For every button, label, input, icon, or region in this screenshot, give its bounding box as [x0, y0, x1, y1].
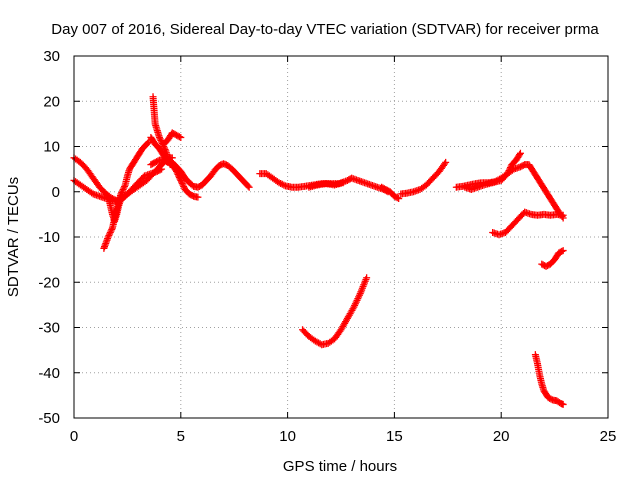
data-point: [516, 151, 524, 159]
data-point: [280, 181, 288, 189]
data-point: [559, 400, 567, 408]
data-point: [506, 165, 514, 173]
data-point: [107, 227, 115, 235]
data-point: [144, 139, 152, 147]
series-13: [397, 158, 450, 198]
series-12: [378, 183, 403, 203]
y-tick-label: 30: [43, 48, 60, 65]
series-7: [160, 129, 185, 148]
data-point: [117, 190, 125, 198]
data-point: [245, 183, 253, 191]
data-point: [178, 178, 186, 186]
data-point: [505, 167, 513, 175]
data-point: [119, 185, 127, 193]
data-point: [176, 175, 184, 183]
data-point: [178, 179, 186, 187]
data-point: [120, 184, 128, 192]
data-point: [559, 247, 567, 255]
data-point: [118, 187, 126, 195]
x-axis-label: GPS time / hours: [283, 458, 397, 475]
data-point: [156, 135, 164, 143]
data-point: [277, 179, 285, 187]
y-tick-label: 10: [43, 139, 60, 156]
y-tick-label: 20: [43, 93, 60, 110]
x-tick-label: 25: [600, 428, 617, 445]
x-tick-label: 10: [279, 428, 296, 445]
y-tick-label: -30: [38, 320, 60, 337]
series-6: [147, 133, 172, 166]
series-19: [538, 247, 567, 270]
chart-title: Day 007 of 2016, Sidereal Day-to-day VTE…: [51, 21, 599, 38]
data-point: [105, 231, 113, 239]
axis-ticks: 0 5 10 15 20 25 30 20 10 0 -10 -20 -30 -40 -50: [38, 48, 616, 445]
data-point: [559, 211, 567, 219]
x-tick-label: 15: [386, 428, 403, 445]
data-point: [108, 225, 116, 233]
data-point: [393, 194, 401, 202]
data-point: [558, 247, 566, 255]
series-3: [100, 190, 125, 252]
data-point: [275, 179, 283, 187]
data-point: [442, 158, 450, 166]
data-points: [70, 93, 567, 408]
data-point: [177, 133, 185, 141]
data-point: [504, 168, 512, 176]
y-tick-label: -40: [38, 365, 60, 382]
data-point: [106, 228, 114, 236]
data-point: [516, 149, 524, 157]
data-point: [158, 165, 166, 173]
data-point: [179, 181, 187, 189]
data-point: [175, 133, 183, 141]
grid: [74, 56, 608, 418]
series-11: [305, 179, 347, 191]
data-point: [106, 230, 114, 238]
data-point: [504, 170, 512, 178]
y-tick-label: 0: [52, 184, 60, 201]
series-17: [489, 208, 567, 239]
y-axis-label: SDTVAR / TECUs: [5, 177, 22, 297]
data-point: [180, 182, 188, 190]
data-point: [104, 233, 112, 241]
data-point: [506, 164, 514, 172]
series-14: [299, 274, 371, 349]
x-tick-label: 20: [493, 428, 510, 445]
data-point: [177, 176, 185, 184]
data-point: [363, 274, 371, 282]
x-tick-label: 5: [177, 428, 185, 445]
x-tick-label: 0: [70, 428, 78, 445]
series-9: [168, 158, 253, 191]
data-point: [441, 160, 449, 168]
y-tick-label: -10: [38, 229, 60, 246]
y-tick-label: -20: [38, 274, 60, 291]
series-18: [531, 351, 567, 408]
data-point: [339, 179, 347, 187]
series-4: [117, 138, 153, 198]
data-point: [121, 182, 129, 190]
y-tick-label: -50: [38, 410, 60, 427]
data-point: [244, 182, 252, 190]
data-point: [118, 189, 126, 197]
data-point: [155, 133, 163, 141]
data-point: [194, 193, 202, 201]
data-point: [157, 136, 165, 144]
series-16: [461, 149, 524, 193]
data-point: [278, 180, 286, 188]
data-point: [395, 195, 403, 203]
data-point: [156, 166, 164, 174]
plot-frame: [73, 55, 609, 419]
